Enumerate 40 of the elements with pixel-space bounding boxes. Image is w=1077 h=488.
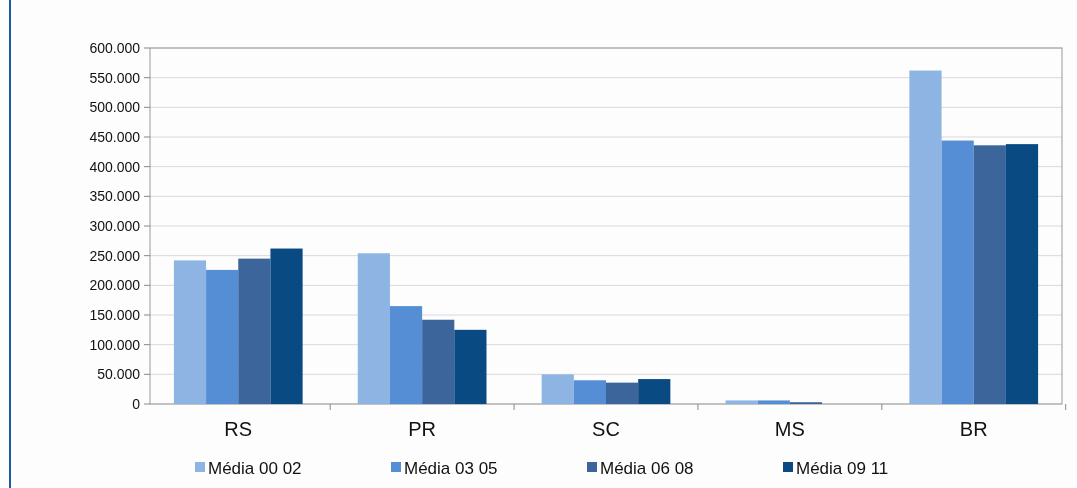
bar: [973, 145, 1006, 404]
bar: [725, 400, 758, 404]
bar: [573, 380, 606, 404]
bar: [606, 382, 639, 404]
legend-label: Média 09 11: [796, 458, 889, 478]
bar: [638, 379, 671, 404]
bar: [238, 258, 271, 404]
bar: [1005, 144, 1039, 404]
y-tick-label: 500.000: [89, 99, 141, 116]
x-tick-label: SC: [592, 418, 620, 440]
y-tick-label: 250.000: [89, 247, 141, 264]
x-tick-label: RS: [224, 418, 253, 440]
bar: [389, 306, 423, 404]
bar: [173, 260, 207, 404]
y-tick-label: 0: [132, 395, 141, 412]
legend-label: Média 06 08: [600, 458, 694, 478]
y-tick-label: 50.000: [97, 366, 141, 383]
y-tick-label: 400.000: [89, 158, 141, 175]
x-tick-label: MS: [774, 418, 805, 440]
x-tick-label: PR: [408, 418, 437, 440]
bar: [909, 70, 942, 404]
bar: [206, 269, 239, 404]
y-tick-label: 600.000: [89, 39, 141, 56]
x-tick-label: BR: [959, 418, 988, 440]
bar: [454, 329, 487, 404]
bar: [757, 400, 790, 404]
y-tick-label: 300.000: [89, 217, 141, 234]
bar: [422, 319, 455, 404]
bar: [357, 253, 390, 404]
y-tick-label: 200.000: [89, 277, 141, 294]
y-tick-label: 100.000: [89, 336, 141, 353]
y-tick-label: 350.000: [89, 188, 141, 205]
bar: [941, 140, 974, 404]
legend-label: Média 03 05: [404, 458, 498, 478]
bar: [270, 248, 303, 404]
legend-label: Média 00 02: [208, 458, 302, 478]
y-tick-label: 550.000: [89, 69, 141, 86]
y-tick-label: 150.000: [89, 306, 141, 323]
y-tick-label: 450.000: [89, 128, 141, 145]
bar: [541, 374, 574, 404]
